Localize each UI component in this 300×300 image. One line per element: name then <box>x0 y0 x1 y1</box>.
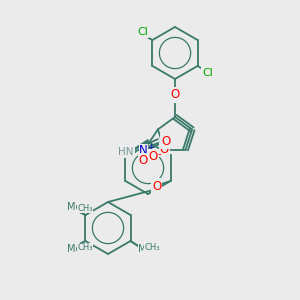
Text: Cl: Cl <box>137 27 148 37</box>
Text: O: O <box>149 149 158 163</box>
Text: Me: Me <box>67 202 82 212</box>
Text: +: + <box>147 142 154 152</box>
Text: O: O <box>161 135 170 148</box>
Text: CH₃: CH₃ <box>77 204 93 213</box>
Text: CH₃: CH₃ <box>145 243 160 252</box>
Text: Me: Me <box>67 244 82 254</box>
Text: O: O <box>152 179 161 193</box>
Text: O: O <box>170 88 180 101</box>
Text: CH₃: CH₃ <box>77 243 93 252</box>
Text: O: O <box>160 143 169 156</box>
Text: Cl: Cl <box>202 68 213 78</box>
Text: Me: Me <box>138 244 153 254</box>
Text: O: O <box>139 154 148 166</box>
Text: N: N <box>139 145 148 158</box>
Text: -: - <box>158 149 161 159</box>
Text: HN: HN <box>118 147 134 158</box>
